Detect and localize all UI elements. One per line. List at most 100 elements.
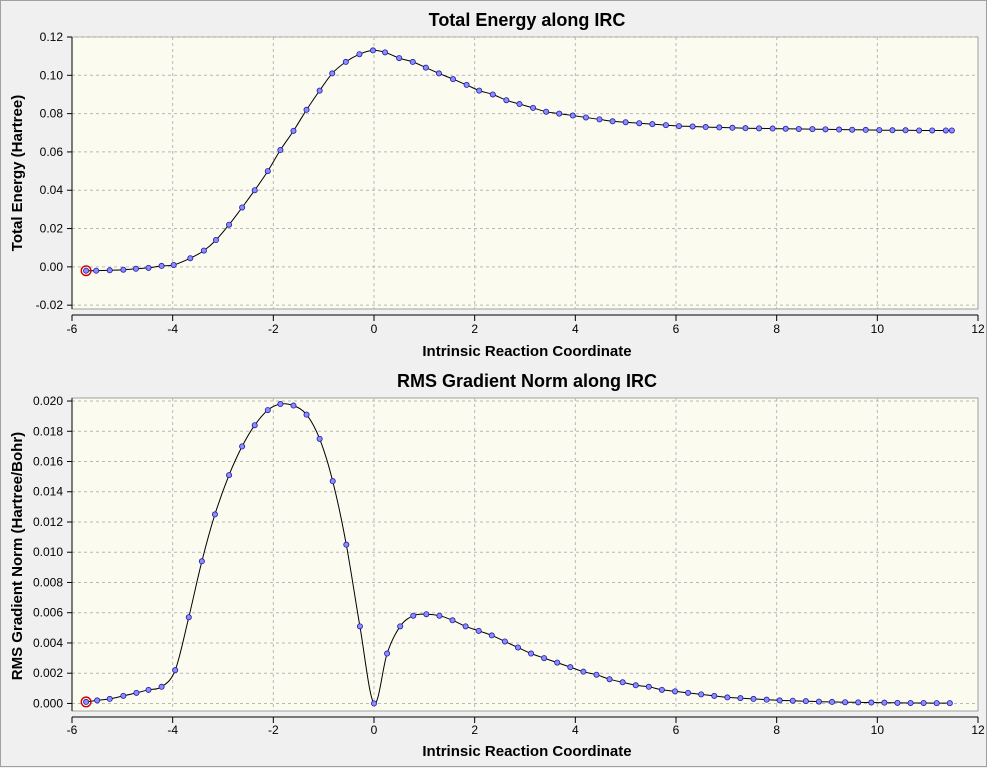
- x-tick-label: 2: [471, 322, 478, 336]
- data-point: [83, 698, 90, 705]
- y-tick-label: 0.012: [33, 515, 63, 529]
- data-point: [569, 112, 576, 119]
- current-point-marker: [80, 265, 92, 277]
- data-point: [946, 700, 953, 707]
- data-point: [750, 695, 757, 702]
- y-tick-label: 0.018: [33, 424, 63, 438]
- data-point: [606, 676, 613, 683]
- data-point: [632, 682, 639, 689]
- y-tick-label: 0.016: [33, 455, 63, 469]
- data-point: [170, 261, 177, 268]
- data-point: [343, 541, 350, 548]
- y-tick-label: 0.010: [33, 545, 63, 559]
- data-point: [920, 699, 927, 706]
- data-point: [226, 472, 233, 479]
- data-point: [436, 612, 443, 619]
- data-point: [802, 698, 809, 705]
- data-point: [277, 401, 284, 408]
- data-point: [795, 125, 802, 132]
- data-point: [862, 126, 869, 133]
- data-point: [889, 127, 896, 134]
- data-point: [916, 127, 923, 134]
- data-point: [356, 51, 363, 58]
- x-tick-label: -6: [67, 322, 78, 336]
- y-tick-label: 0.04: [40, 183, 64, 197]
- data-point: [329, 478, 336, 485]
- data-point: [277, 147, 284, 154]
- data-point: [593, 671, 600, 678]
- data-point: [514, 644, 521, 651]
- data-point: [554, 659, 561, 666]
- data-point: [658, 686, 665, 693]
- grid-lines: [72, 36, 978, 309]
- x-tick-label: -4: [167, 723, 178, 737]
- data-point: [251, 187, 258, 194]
- data-point: [93, 267, 100, 274]
- y-tick-label: 0.000: [33, 696, 63, 710]
- data-point: [449, 617, 456, 624]
- y-tick-label: 0.00: [40, 260, 64, 274]
- data-point: [902, 127, 909, 134]
- data-point: [422, 64, 429, 71]
- data-point: [264, 407, 271, 414]
- data-point: [596, 116, 603, 123]
- data-point: [822, 126, 829, 133]
- data-point: [290, 402, 297, 409]
- x-tick-label: -6: [67, 723, 78, 737]
- data-point: [948, 127, 955, 134]
- data-point: [106, 267, 113, 274]
- data-point: [580, 668, 587, 675]
- data-point: [769, 125, 776, 132]
- data-point: [662, 122, 669, 129]
- data-point: [369, 47, 376, 54]
- x-tick-label: 10: [871, 322, 885, 336]
- data-point: [556, 110, 563, 117]
- data-point: [836, 126, 843, 133]
- data-point: [929, 127, 936, 134]
- data-point: [370, 700, 377, 707]
- chart-title: RMS Gradient Norm along IRC: [397, 371, 657, 391]
- data-point: [809, 126, 816, 133]
- data-point: [316, 435, 323, 442]
- data-point: [133, 689, 140, 696]
- data-point: [855, 699, 862, 706]
- chart-title: Total Energy along IRC: [429, 10, 626, 30]
- data-point: [290, 127, 297, 134]
- x-tick-label: -2: [268, 322, 279, 336]
- data-point: [316, 87, 323, 94]
- data-point: [645, 683, 652, 690]
- data-point: [742, 125, 749, 132]
- data-point: [239, 443, 246, 450]
- data-point: [303, 106, 310, 113]
- data-point: [868, 699, 875, 706]
- data-point: [264, 168, 271, 175]
- y-tick-label: 0.006: [33, 606, 63, 620]
- data-point: [698, 691, 705, 698]
- data-point: [776, 697, 783, 704]
- x-tick-label: 0: [371, 723, 378, 737]
- data-point: [396, 55, 403, 62]
- data-point: [622, 119, 629, 126]
- x-tick-label: 4: [572, 322, 579, 336]
- data-point: [685, 689, 692, 696]
- data-point: [423, 611, 430, 618]
- data-point: [671, 688, 678, 695]
- data-point: [187, 255, 194, 262]
- x-axis-label: Intrinsic Reaction Coordinate: [422, 743, 631, 760]
- x-tick-label: 6: [673, 322, 680, 336]
- data-point: [582, 114, 589, 121]
- data-point: [463, 81, 470, 88]
- data-point: [842, 699, 849, 706]
- total-energy-chart: Total Energy along IRC Intrinsic Reactio…: [9, 10, 985, 360]
- data-point: [198, 558, 205, 565]
- y-tick-label: 0.020: [33, 394, 63, 408]
- x-tick-label: 10: [871, 723, 885, 737]
- y-tick-label: -0.02: [36, 298, 64, 312]
- plot-area: [71, 36, 979, 310]
- data-point: [636, 120, 643, 127]
- data-point: [716, 124, 723, 131]
- data-point: [158, 683, 165, 690]
- y-tick-label: 0.002: [33, 666, 63, 680]
